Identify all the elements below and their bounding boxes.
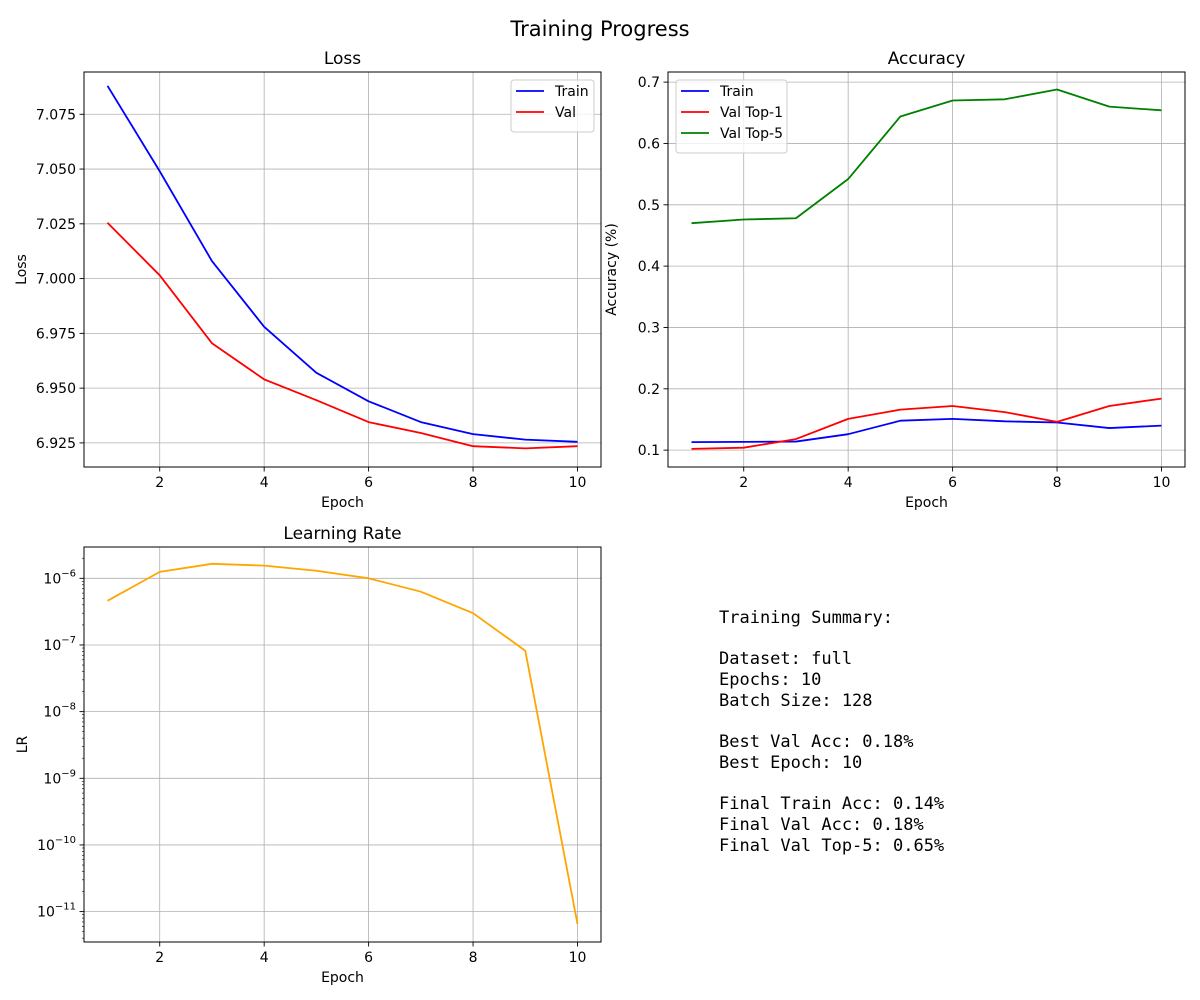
learning-rate-chart: 2 4 6 8 10 10−11 10−10 10−9 10−8 10−7 10−6 Learning… — [15, 524, 602, 986]
legend-label: Train — [554, 84, 589, 100]
legend-label: Val — [555, 105, 576, 121]
legend-box — [675, 79, 788, 154]
y-tick-label: 10−7 — [43, 635, 76, 654]
legend-label: Train — [719, 84, 754, 100]
legend: Train Val — [510, 79, 595, 133]
y-tick-label: 0.1 — [638, 443, 660, 459]
summary-line: Final Train Acc: 0.14% — [719, 794, 945, 815]
summary-line — [719, 711, 944, 732]
y-tick-label: 7.025 — [36, 217, 76, 233]
legend-label: Val Top-5 — [720, 126, 783, 142]
chart-title: Loss — [324, 49, 361, 69]
x-axis-label: Epoch — [321, 495, 364, 511]
series-line-val-top-5 — [691, 88, 1162, 225]
x-tick-label: 6 — [948, 475, 957, 491]
y-tick-label: 6.975 — [36, 326, 76, 342]
chart-title: Accuracy — [888, 49, 966, 69]
x-tick-label: 10 — [569, 475, 587, 491]
y-tick-label: 0.4 — [638, 259, 660, 275]
y-tick-label: 10−10 — [37, 835, 76, 854]
x-tick-label: 8 — [469, 950, 478, 966]
x-tick-label: 10 — [569, 950, 587, 966]
series-line-lr — [107, 562, 579, 925]
x-axis-label: Epoch — [321, 970, 364, 986]
summary-line: Batch Size: 128 — [719, 690, 873, 711]
summary-line: Best Val Acc: 0.18% — [719, 732, 914, 753]
x-tick-label: 2 — [155, 475, 164, 491]
legend-box — [510, 79, 595, 133]
y-axis-label: Accuracy (%) — [604, 223, 620, 316]
x-tick-label: 6 — [364, 950, 373, 966]
y-tick-label: 0.3 — [638, 320, 660, 336]
x-tick-label: 4 — [260, 950, 269, 966]
x-axis-label: Epoch — [905, 495, 948, 511]
y-tick-label: 7.000 — [36, 272, 76, 288]
y-axis-label: LR — [15, 735, 31, 753]
figure-title: Training Progress — [509, 17, 689, 41]
x-tick-label: 10 — [1153, 475, 1171, 491]
series-line-val-top-1 — [691, 397, 1162, 450]
x-tick-label: 2 — [155, 950, 164, 966]
y-tick-label: 6.925 — [36, 436, 76, 452]
y-axis-label: Loss — [14, 254, 30, 285]
y-tick-label: 0.7 — [638, 75, 660, 91]
legend-label: Val Top-1 — [720, 105, 783, 121]
summary-line: Best Epoch: 10 — [719, 752, 863, 773]
x-tick-label: 4 — [844, 475, 853, 491]
y-tick-label: 7.075 — [36, 107, 76, 123]
accuracy-chart: 2 4 6 8 10 0.1 0.2 0.3 0.4 0.5 0.6 0.7 Accuracy Epoch… — [604, 49, 1186, 511]
axes-frame — [83, 546, 602, 943]
y-tick-label: 0.2 — [638, 382, 660, 398]
summary-line: Epochs: 10 — [719, 670, 822, 691]
x-tick-label: 4 — [260, 475, 269, 491]
summary-line — [719, 774, 944, 795]
chart-title: Learning Rate — [283, 524, 401, 544]
x-tick-label: 8 — [469, 475, 478, 491]
series-line-train — [691, 417, 1162, 444]
summary-line: Training Summary: — [719, 608, 893, 628]
y-tick-label: 0.5 — [638, 198, 660, 214]
series-line-train — [106, 85, 578, 443]
training-summary: Training Summary: Dataset: full Epochs: … — [719, 608, 944, 856]
axes-frame — [83, 71, 602, 468]
summary-line: Final Val Acc: 0.18% — [719, 814, 924, 835]
x-tick-label: 6 — [364, 475, 373, 491]
y-tick-label: 10−9 — [43, 768, 76, 787]
y-tick-label: 0.6 — [638, 136, 660, 152]
summary-line — [719, 629, 944, 650]
x-tick-label: 8 — [1053, 475, 1062, 491]
y-tick-label: 10−11 — [37, 902, 76, 921]
axes-frame — [667, 71, 1186, 468]
y-tick-label: 7.050 — [36, 162, 76, 178]
summary-line: Dataset: full — [719, 649, 853, 670]
x-tick-label: 2 — [739, 475, 748, 491]
legend: Train Val Top-1 Val Top-5 — [675, 79, 788, 154]
y-tick-label: 10−6 — [43, 568, 76, 587]
y-tick-label: 6.950 — [36, 381, 76, 397]
series-line-val — [106, 222, 578, 450]
y-tick-label: 10−8 — [43, 702, 76, 721]
loss-chart: 2 4 6 8 10 6.925 6.950 6.975 7.000 7.025 7.050 7.07… — [14, 49, 602, 511]
summary-line: Final Val Top-5: 0.65% — [719, 835, 945, 856]
